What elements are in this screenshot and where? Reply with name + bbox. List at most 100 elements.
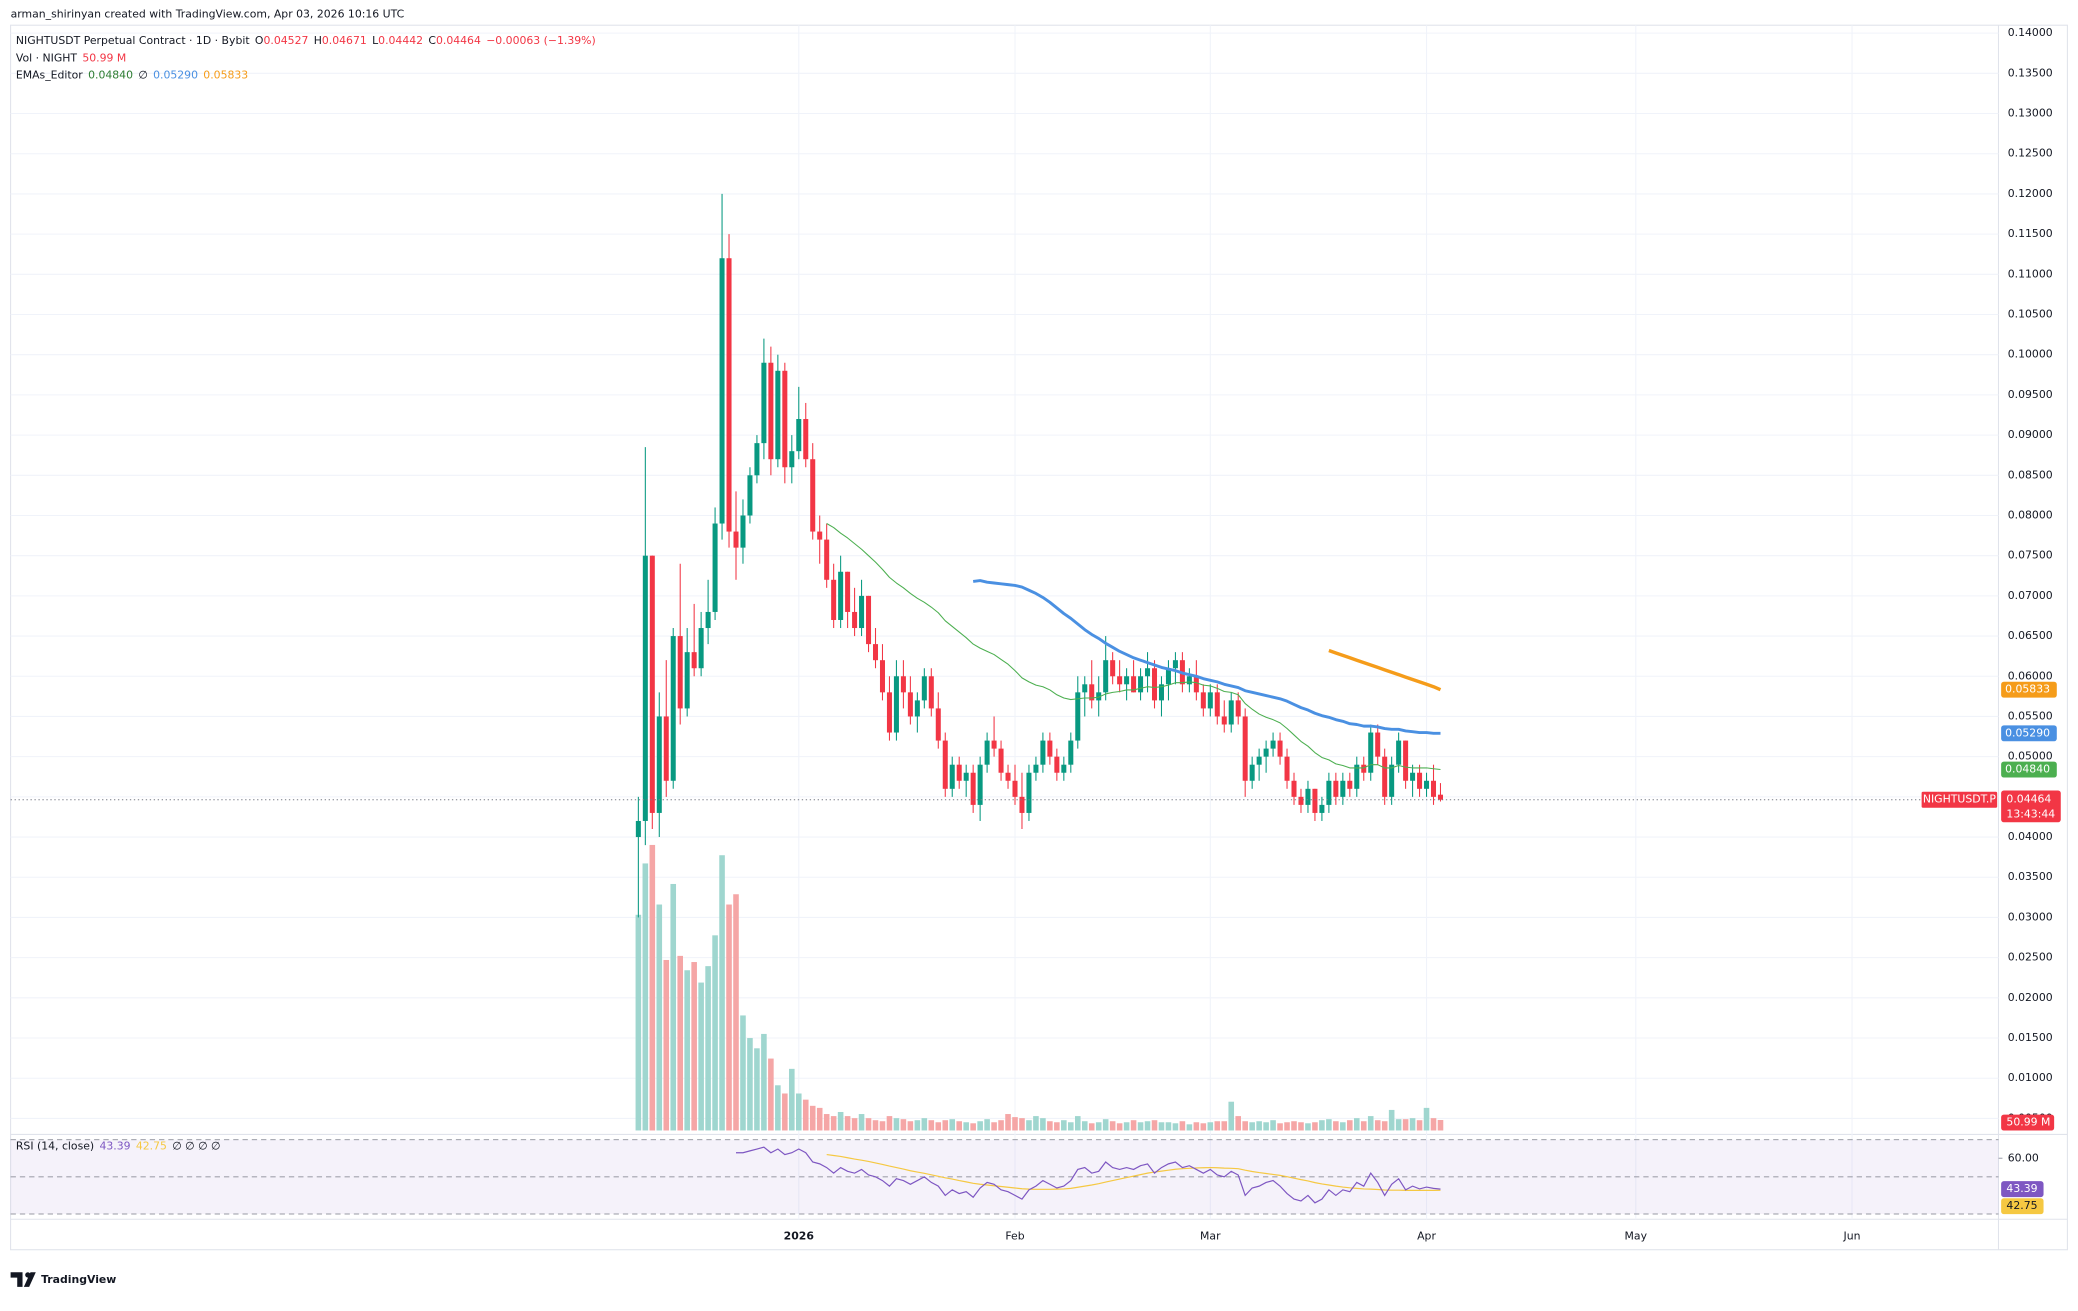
volume-bar: [1235, 1116, 1241, 1131]
candle-body: [1368, 732, 1374, 773]
candle-body: [1110, 660, 1116, 677]
candle-body: [1396, 740, 1402, 765]
volume-bar: [1360, 1121, 1367, 1131]
candle-body: [949, 764, 955, 789]
candle-body: [1082, 684, 1088, 693]
candle-body: [642, 555, 648, 821]
volume-layer: [635, 844, 1444, 1131]
y-tick-label: 0.02500: [2008, 951, 2053, 964]
volume-tag: [2001, 1114, 2055, 1131]
x-tick-label: Mar: [1200, 1229, 1221, 1242]
candle-body: [810, 459, 816, 532]
y-tick-label: 0.11500: [2008, 227, 2053, 240]
candle-body: [775, 370, 781, 460]
candle-body: [852, 611, 858, 629]
y-tick-label: 0.12000: [2008, 187, 2053, 200]
volume-bar: [747, 1038, 753, 1131]
volume-bar: [963, 1122, 969, 1131]
candle-body: [1382, 756, 1388, 797]
volume-bar: [1284, 1122, 1290, 1131]
candle-body: [1403, 740, 1409, 781]
volume-bar: [907, 1121, 914, 1131]
legend-line: EMAs_Editor 0.04840 ∅ 0.05290 0.05833: [16, 69, 248, 82]
volume-bar: [1158, 1122, 1165, 1131]
candle-body: [747, 475, 753, 516]
candle-body: [1347, 780, 1353, 789]
volume-bar: [1381, 1121, 1388, 1131]
candle-body: [1151, 668, 1158, 701]
volume-bar: [656, 904, 663, 1131]
volume-bar: [1270, 1120, 1276, 1131]
volume-bar: [663, 959, 670, 1131]
candle-body: [1172, 660, 1178, 669]
candle-body: [1158, 684, 1164, 701]
volume-bar: [635, 914, 642, 1131]
volume-bar: [879, 1121, 886, 1131]
volume-bar: [928, 1120, 935, 1131]
volume-bar: [865, 1118, 872, 1131]
y-tick-label: 0.09500: [2008, 388, 2053, 401]
legend-item: O: [255, 34, 264, 47]
legend-item: −0.00063 (−1.39%): [486, 34, 596, 47]
volume-bar: [1193, 1122, 1200, 1131]
candle-body: [705, 611, 711, 629]
volume-bar: [802, 1099, 809, 1131]
ema-tag-label: 0.04840: [2005, 763, 2050, 776]
ema-line: [1328, 648, 1442, 692]
volume-bar: [1200, 1123, 1207, 1131]
legend-item: 50.99 M: [82, 51, 126, 64]
volume-bar: [886, 1116, 893, 1131]
candle-body: [782, 370, 788, 468]
legend-item: 0.05833: [203, 69, 248, 82]
y-tick-label: 0.10500: [2008, 308, 2053, 321]
candle-body: [1354, 764, 1360, 789]
candle-body: [1410, 772, 1416, 781]
volume-bar: [956, 1121, 962, 1131]
legend-item: L: [372, 34, 378, 47]
candle-body: [1207, 692, 1213, 709]
volume-bar: [691, 962, 697, 1131]
candle-body: [1026, 772, 1032, 813]
candle-body: [684, 652, 690, 709]
candle-body: [1061, 764, 1067, 773]
volume-bar: [830, 1116, 837, 1131]
brand-name: TradingView: [41, 1273, 116, 1286]
volume-bar: [1116, 1123, 1123, 1131]
x-tick-label: Jun: [1843, 1229, 1861, 1242]
y-tick-label: 0.08500: [2008, 468, 2053, 481]
volume-bar: [1172, 1123, 1179, 1131]
candle-body: [1040, 740, 1046, 765]
y-tick-label: 0.13000: [2008, 107, 2053, 120]
indicator-layer: [10, 523, 1999, 801]
rsi-line: [736, 1146, 1441, 1204]
y-tick-label: 0.01500: [2008, 1031, 2053, 1044]
y-tick-label: 0.03000: [2008, 910, 2053, 923]
candle-body: [859, 595, 865, 629]
candle-body: [1361, 764, 1367, 773]
candle-body: [1089, 684, 1095, 701]
rsi-tick-label: 60.00: [2008, 1151, 2039, 1164]
x-tick-label: Apr: [1417, 1229, 1436, 1242]
y-tick-label: 0.04000: [2008, 830, 2053, 843]
volume-bar: [740, 1015, 746, 1131]
volume-bar: [754, 1048, 760, 1131]
volume-bar: [1312, 1122, 1318, 1131]
volume-bar: [816, 1107, 823, 1131]
volume-bar: [726, 904, 732, 1131]
candle-body: [740, 515, 746, 548]
candle-body: [956, 764, 962, 781]
volume-bar: [1081, 1121, 1088, 1131]
legend-line: NIGHTUSDT Perpetual Contract · 1D · Bybi…: [16, 34, 596, 47]
volume-bar: [1005, 1114, 1011, 1131]
ema-tag-label: 0.05833: [2005, 683, 2050, 696]
candle-body: [1193, 676, 1199, 693]
volume-bar: [858, 1114, 865, 1131]
candle-body: [991, 740, 997, 749]
y-tick-label: 0.02000: [2008, 991, 2053, 1004]
volume-bar: [712, 935, 718, 1131]
volume-bar: [1333, 1121, 1339, 1131]
volume-bar: [1095, 1122, 1102, 1131]
volume-bar: [1228, 1101, 1235, 1131]
y-tick-label: 0.05000: [2008, 750, 2053, 763]
